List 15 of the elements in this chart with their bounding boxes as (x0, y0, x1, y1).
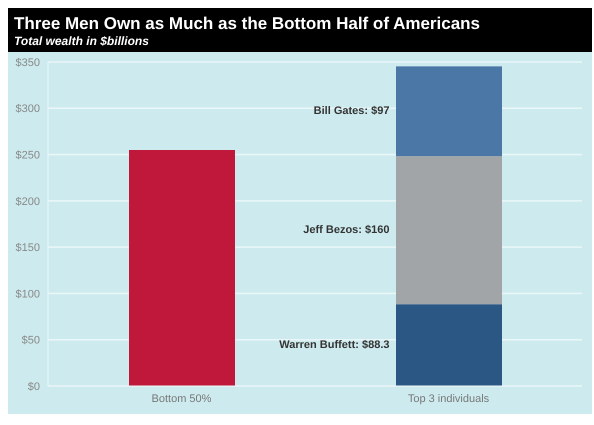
x-tick-label: Top 3 individuals (408, 392, 490, 405)
y-tick-label: $300 (16, 103, 40, 116)
annotation: Jeff Bezos: $160 (303, 224, 390, 236)
chart-subtitle: Total wealth in $billions (14, 34, 150, 48)
chart-title: Three Men Own as Much as the Bottom Half of Americans (14, 14, 482, 34)
y-tick-label: $150 (16, 242, 40, 254)
y-tick-label: $250 (16, 149, 40, 162)
annotation: Warren Buffett: $88.3 (279, 339, 390, 352)
annotation: Bill Gates: $97 (314, 105, 390, 118)
y-tick-label: $0 (28, 380, 40, 393)
y-tick-label: $350 (16, 56, 40, 69)
x-tick-label: Bottom 50% (152, 392, 212, 405)
y-tick-label: $100 (16, 288, 40, 300)
y-tick-label: $50 (22, 334, 40, 347)
y-tick-label: $200 (16, 196, 40, 208)
